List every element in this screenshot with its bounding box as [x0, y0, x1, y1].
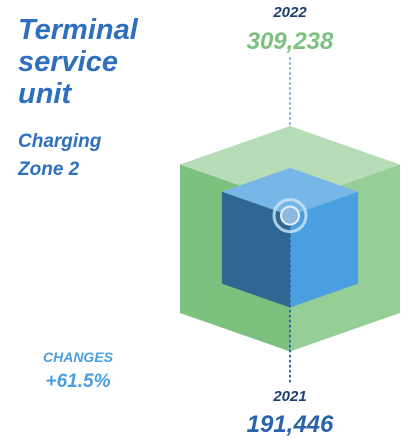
value-label: 191,446: [247, 411, 334, 438]
title: Terminal service unit: [18, 14, 138, 110]
cube-left: [221, 191, 290, 308]
marker-dot: [280, 205, 300, 226]
marker-ring: [272, 198, 308, 234]
change-label: CHANGES: [43, 349, 114, 365]
cube-right: [290, 191, 359, 308]
value-label: 309,238: [247, 28, 334, 55]
year-label: 2021: [272, 388, 306, 405]
change-value: +61.5%: [46, 371, 111, 392]
cube: [221, 167, 359, 308]
cube-top: [221, 167, 359, 216]
subtitle: Charging Zone 2: [18, 131, 102, 180]
year-label: 2022: [272, 4, 307, 21]
